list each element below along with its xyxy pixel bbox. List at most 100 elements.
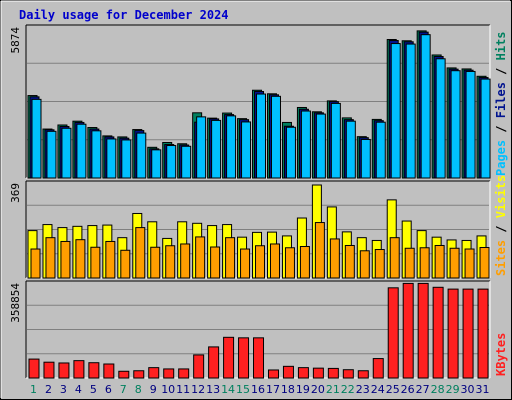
- bar-kbytes-day-3: [58, 362, 70, 379]
- day-label-5: 5: [90, 383, 97, 396]
- day-label-28: 28: [431, 383, 445, 396]
- legend-separator: /: [494, 118, 508, 140]
- bar-sites-day-10: [165, 245, 176, 279]
- bar-sites-day-16: [255, 245, 266, 279]
- bar-kbytes-day-29: [447, 288, 459, 379]
- legend-sites: Sites: [494, 240, 508, 276]
- bar-kbytes-day-15: [238, 337, 250, 379]
- day-label-25: 25: [386, 383, 400, 396]
- bar-pages-day-25: [390, 43, 401, 179]
- bar-sites-day-22: [344, 244, 355, 279]
- bar-sites-day-18: [284, 247, 295, 279]
- bar-sites-day-9: [150, 246, 161, 279]
- day-label-14: 14: [221, 383, 235, 396]
- bar-pages-day-26: [405, 43, 416, 179]
- bar-pages-day-5: [91, 130, 102, 179]
- bar-sites-day-20: [314, 222, 325, 279]
- bar-kbytes-day-2: [43, 361, 55, 379]
- legend-kbytes: KBytes: [494, 333, 508, 376]
- bar-pages-day-22: [345, 120, 356, 179]
- bar-kbytes-day-10: [163, 368, 175, 379]
- bar-pages-day-21: [330, 102, 341, 179]
- bar-sites-day-23: [359, 250, 370, 279]
- panel-visits-legend: Sites / Visits: [494, 175, 508, 276]
- bar-sites-day-29: [449, 247, 460, 279]
- bar-sites-day-28: [434, 244, 445, 279]
- bar-sites-day-19: [299, 245, 310, 279]
- bar-pages-day-30: [465, 70, 476, 179]
- day-label-7: 7: [120, 383, 127, 396]
- day-label-29: 29: [446, 383, 460, 396]
- bar-kbytes-day-24: [372, 358, 384, 379]
- day-label-21: 21: [326, 383, 340, 396]
- bar-pages-day-3: [61, 127, 72, 179]
- bar-pages-day-28: [435, 58, 446, 179]
- bar-sites-day-13: [210, 246, 221, 279]
- bar-pages-day-13: [211, 119, 222, 179]
- day-label-27: 27: [416, 383, 430, 396]
- day-label-8: 8: [135, 383, 142, 396]
- bar-pages-day-9: [151, 149, 162, 179]
- bar-pages-day-27: [420, 34, 431, 179]
- bar-kbytes-day-6: [103, 363, 115, 379]
- day-label-12: 12: [191, 383, 205, 396]
- legend-pages: Pages: [494, 140, 508, 176]
- bar-kbytes-day-16: [253, 337, 265, 379]
- bar-kbytes-day-4: [73, 360, 85, 379]
- bar-sites-day-15: [240, 248, 251, 279]
- bar-kbytes-day-17: [267, 369, 279, 379]
- bar-sites-day-14: [225, 237, 236, 279]
- bar-pages-day-19: [300, 110, 311, 179]
- bar-sites-day-7: [120, 249, 131, 279]
- legend-hits: Hits: [494, 31, 508, 60]
- bar-sites-day-11: [180, 243, 191, 279]
- bar-pages-day-12: [196, 116, 207, 179]
- bar-kbytes-day-25: [387, 287, 399, 379]
- bar-kbytes-day-5: [88, 362, 100, 379]
- day-label-10: 10: [161, 383, 175, 396]
- panel-hits-y-tick: 5874: [9, 27, 22, 54]
- bar-sites-day-12: [195, 236, 206, 279]
- bar-kbytes-day-19: [297, 367, 309, 379]
- bar-kbytes-day-21: [327, 367, 339, 379]
- bar-sites-day-31: [479, 247, 490, 279]
- day-label-17: 17: [266, 383, 280, 396]
- legend-separator: /: [494, 218, 508, 240]
- day-label-31: 31: [476, 383, 490, 396]
- panel-kbytes-y-tick: 358854: [9, 283, 22, 323]
- bar-kbytes-day-7: [118, 370, 130, 379]
- bar-pages-day-14: [226, 115, 237, 179]
- bar-sites-day-25: [389, 237, 400, 279]
- bar-pages-day-11: [181, 145, 192, 179]
- bar-kbytes-day-26: [402, 282, 414, 379]
- bar-sites-day-27: [419, 247, 430, 279]
- day-label-19: 19: [296, 383, 310, 396]
- day-label-9: 9: [150, 383, 157, 396]
- bar-kbytes-day-30: [462, 288, 474, 379]
- day-label-3: 3: [60, 383, 67, 396]
- bar-sites-day-17: [269, 243, 280, 279]
- bar-sites-day-8: [135, 227, 146, 279]
- legend-separator: /: [494, 60, 508, 82]
- bar-sites-day-21: [329, 238, 340, 279]
- day-label-22: 22: [341, 383, 355, 396]
- bar-kbytes-day-9: [148, 367, 160, 379]
- day-label-1: 1: [30, 383, 37, 396]
- bar-pages-day-24: [375, 121, 386, 179]
- legend-visits: Visits: [494, 175, 508, 218]
- day-label-2: 2: [45, 383, 52, 396]
- bar-pages-day-20: [315, 113, 326, 179]
- bar-kbytes-day-1: [28, 358, 40, 379]
- bar-sites-day-1: [30, 248, 41, 279]
- day-label-24: 24: [371, 383, 385, 396]
- bar-kbytes-day-12: [193, 354, 205, 379]
- bar-pages-day-1: [31, 98, 42, 179]
- bar-pages-day-8: [136, 132, 147, 179]
- bar-sites-day-3: [60, 240, 71, 279]
- bar-pages-day-2: [46, 130, 57, 179]
- day-label-23: 23: [356, 383, 370, 396]
- bar-sites-day-5: [90, 246, 101, 279]
- day-label-6: 6: [105, 383, 112, 396]
- bar-pages-day-6: [106, 138, 117, 179]
- bar-pages-day-23: [360, 138, 371, 179]
